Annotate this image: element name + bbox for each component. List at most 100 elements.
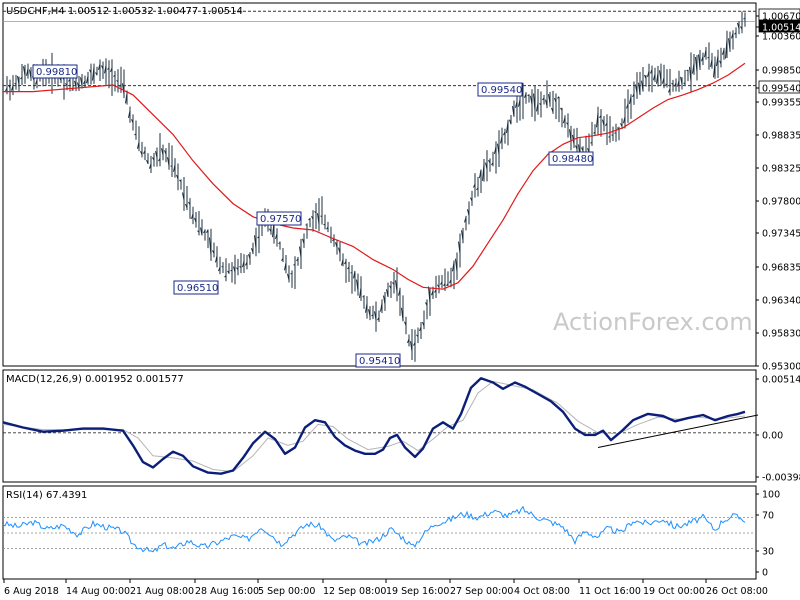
annotation-label: 0.99540 [481, 85, 522, 96]
price-tick [11, 85, 14, 91]
price-tick [479, 169, 482, 179]
price-tick [29, 69, 32, 79]
price-tick [599, 115, 602, 119]
price-tick-label: 0.99540 [762, 84, 800, 95]
price-tick [269, 228, 272, 233]
price-tick [131, 119, 134, 123]
price-tick [35, 79, 38, 85]
macd-line [2, 377, 746, 475]
price-tick [143, 150, 146, 154]
price-tick [536, 103, 539, 112]
price-tick [359, 287, 362, 298]
price-tick [203, 230, 206, 234]
price-tick [452, 261, 455, 272]
price-panel [2, 2, 757, 367]
price-tick [128, 110, 131, 118]
price-tick [458, 241, 461, 254]
price-tick [701, 56, 704, 62]
price-tick [569, 129, 572, 142]
price-tick [146, 159, 149, 164]
price-tick [140, 151, 143, 155]
price-tick [692, 63, 695, 74]
price-tick-label: 1.00514 [762, 23, 800, 34]
price-tick [164, 150, 167, 155]
price-tick [503, 131, 506, 136]
price-tick [485, 162, 488, 170]
price-tick [467, 209, 470, 216]
price-tick [695, 57, 698, 73]
price-tick [110, 67, 113, 73]
price-tick [374, 311, 377, 321]
price-tick [605, 122, 608, 127]
price-tick [734, 32, 737, 35]
x-tick-label: 12 Sep 08:00 [323, 586, 386, 597]
price-tick [554, 97, 557, 103]
price-tick [95, 72, 98, 76]
price-tick [644, 74, 647, 79]
price-tick [668, 88, 671, 93]
price-tick [218, 267, 221, 272]
price-tick [86, 75, 89, 84]
price-tick [179, 179, 182, 182]
price-tick [152, 157, 155, 161]
price-tick [461, 230, 464, 241]
price-tick [338, 247, 341, 254]
price-tick [344, 260, 347, 265]
price-tick [422, 321, 425, 327]
price-tick [14, 82, 17, 85]
annotation-0.99810: 0.99810 [32, 64, 78, 79]
price-tick [593, 131, 596, 134]
price-tick [737, 22, 740, 29]
price-tick [560, 107, 563, 111]
x-tick-label: 21 Aug 08:00 [130, 586, 194, 597]
price-tick [656, 72, 659, 84]
price-tick [275, 233, 278, 240]
price-tick [413, 342, 416, 346]
price-tick [371, 314, 374, 317]
price-tick [224, 275, 227, 278]
price-tick [497, 143, 500, 155]
price-tick [515, 101, 518, 108]
price-tick-box [758, 19, 800, 33]
price-tick [83, 80, 86, 85]
price-tick [635, 84, 638, 94]
price-tick [101, 65, 104, 70]
price-tick [377, 317, 380, 321]
price-tick [482, 163, 485, 181]
annotation-box [355, 353, 401, 368]
price-tick-label: 1.00670 [762, 12, 800, 23]
price-tick [518, 99, 521, 107]
price-tick [386, 289, 389, 297]
rsi-tick-label: 100 [762, 490, 780, 501]
price-tick [557, 96, 560, 99]
price-tick [155, 151, 158, 158]
price-tick-label: 0.99355 [762, 98, 800, 109]
price-tick [368, 309, 371, 317]
price-tick-label: 0.96835 [762, 263, 800, 274]
price-tick [698, 54, 701, 69]
price-tick [248, 254, 251, 260]
price-tick [632, 93, 635, 98]
price-tick [548, 94, 551, 104]
price-tick [488, 159, 491, 164]
price-tick [647, 70, 650, 78]
price-tick [242, 261, 245, 268]
price-tick [563, 116, 566, 124]
watermark: ActionForex.com [553, 308, 753, 336]
price-tick [308, 218, 311, 221]
price-tick [425, 302, 428, 306]
price-tick [539, 103, 542, 106]
price-tick [491, 162, 494, 166]
x-tick-label: 28 Aug 16:00 [195, 586, 259, 597]
price-tick [638, 82, 641, 95]
price-tick-label: 0.97345 [762, 229, 800, 240]
price-tick [731, 32, 734, 39]
price-tick [416, 334, 419, 337]
price-tick [446, 283, 449, 287]
price-tick [296, 258, 299, 262]
price-layer: 0.99810 0.96510 0.97570 0.95410 0.99540 0.984… [3, 10, 756, 368]
price-tick [494, 146, 497, 155]
price-tick [470, 197, 473, 202]
price-tick [707, 56, 710, 59]
price-tick [191, 213, 194, 220]
